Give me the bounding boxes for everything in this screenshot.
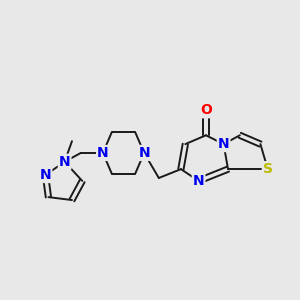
Text: N: N [59, 155, 70, 169]
Text: N: N [138, 146, 150, 160]
Text: O: O [200, 103, 212, 117]
Text: N: N [40, 168, 51, 182]
Text: S: S [263, 162, 273, 176]
Text: N: N [97, 146, 109, 160]
Text: N: N [193, 174, 204, 188]
Text: N: N [218, 137, 230, 151]
